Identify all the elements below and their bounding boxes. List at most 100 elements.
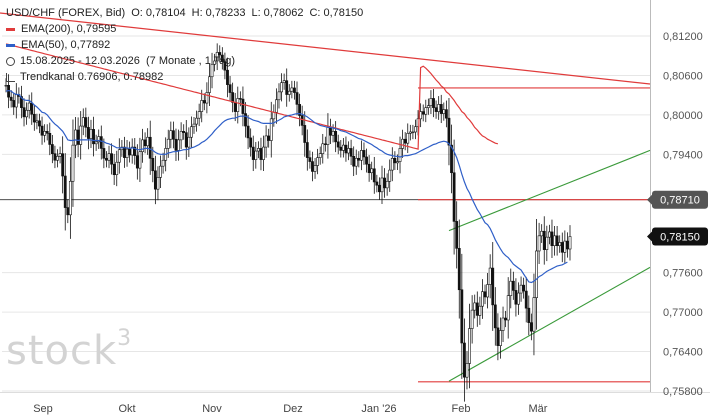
- candle-body-9: [27, 102, 31, 111]
- candle-body-202: [524, 290, 528, 309]
- candle-body-86: [226, 69, 229, 85]
- candle-body-24: [66, 207, 70, 216]
- candle-body-162: [421, 111, 425, 115]
- candle-body-75: [197, 111, 201, 119]
- candle-body-170: [442, 109, 446, 114]
- candle-body-164: [426, 105, 430, 108]
- trend-channel-upper: [448, 149, 651, 232]
- candle-body-8: [25, 109, 29, 118]
- candle-body-54: [143, 139, 147, 147]
- candle-body-31: [84, 117, 88, 128]
- candle-body-114: [298, 104, 301, 116]
- candle-body-55: [146, 136, 150, 147]
- candle-body-193: [501, 317, 505, 331]
- candle-body-137: [357, 157, 361, 161]
- candle-body-101: [264, 135, 268, 148]
- candle-body-194: [504, 317, 508, 321]
- ema50-swatch: [6, 43, 15, 47]
- candle-body-180: [468, 328, 471, 364]
- candle-body-0: [4, 85, 8, 87]
- candle-body-110: [287, 90, 291, 95]
- x-tick-label-3: Dez: [283, 403, 303, 415]
- candle-body-67: [177, 139, 180, 151]
- candle-body-94: [246, 125, 250, 139]
- candle-body-120: [313, 165, 317, 172]
- candle-body-214: [555, 235, 559, 247]
- candle-body-212: [550, 231, 554, 247]
- candle-body-63: [166, 138, 170, 149]
- candle-body-33: [89, 129, 93, 139]
- candle-body-80: [210, 63, 214, 78]
- candle-body-91: [238, 98, 242, 100]
- candle-body-14: [40, 125, 44, 136]
- candle-body-199: [517, 292, 520, 305]
- price-tag-bg-0: [652, 190, 708, 209]
- candle-body-79: [208, 76, 211, 93]
- candle-body-104: [272, 111, 276, 120]
- candle-body-60: [159, 165, 162, 178]
- candle-body-168: [437, 104, 441, 112]
- candle-body-61: [161, 159, 165, 167]
- candle-body-90: [236, 98, 240, 112]
- candle-body-106: [277, 91, 281, 101]
- date-range-text: 15.08.2025 - 12.03.2026: [20, 55, 140, 67]
- candle-body-122: [318, 153, 322, 158]
- trend-channel-icon: [6, 72, 15, 82]
- candle-body-161: [419, 111, 423, 120]
- candle-body-173: [450, 144, 453, 174]
- ohlc-close: C: 0,78150: [309, 7, 364, 19]
- candle-body-85: [223, 61, 227, 71]
- candle-body-52: [138, 151, 142, 169]
- candle-body-165: [429, 98, 433, 106]
- legend-date-range[interactable]: 15.08.2025 - 12.03.2026 (7 Monate , 1 Ta…: [6, 53, 363, 69]
- candle-body-92: [241, 98, 245, 114]
- candle-body-66: [174, 138, 178, 151]
- candle-body-107: [280, 82, 283, 93]
- candle-body-132: [344, 144, 348, 154]
- y-tick-label-5: 0,77000: [663, 307, 703, 319]
- legend-trend-channel[interactable]: Trendkanal 0.76906, 0.78982: [6, 69, 363, 85]
- ema200-separator: ,: [70, 23, 77, 35]
- candle-body-157: [408, 131, 412, 134]
- candle-body-145: [378, 184, 381, 193]
- candle-body-45: [120, 146, 124, 151]
- candle-body-49: [130, 146, 134, 156]
- candle-body-146: [380, 177, 384, 193]
- candle-body-138: [359, 150, 363, 161]
- candle-body-38: [102, 148, 106, 159]
- candle-body-209: [542, 230, 546, 250]
- candle-body-195: [506, 295, 510, 321]
- legend-ema50[interactable]: EMA(50), 0,77892: [6, 37, 363, 53]
- legend-ema200[interactable]: EMA(200), 0,79595: [6, 21, 363, 37]
- candle-body-13: [38, 120, 41, 127]
- candle-body-59: [156, 177, 160, 190]
- candle-body-149: [388, 169, 392, 182]
- candle-body-37: [99, 136, 103, 149]
- resistance-trendline: [0, 12, 651, 85]
- candle-body-50: [133, 146, 137, 156]
- candle-body-53: [141, 139, 144, 153]
- candle-body-48: [128, 148, 132, 156]
- candle-body-181: [470, 309, 474, 329]
- candle-body-100: [262, 146, 265, 160]
- candle-body-206: [535, 250, 538, 298]
- candle-body-178: [463, 342, 466, 378]
- candle-body-203: [527, 307, 531, 323]
- ema200-swatch: [6, 27, 15, 31]
- x-tick-label-4: Jan '26: [361, 403, 396, 415]
- candle-body-140: [365, 156, 368, 165]
- candle-body-169: [439, 104, 443, 114]
- candle-body-11: [32, 113, 36, 123]
- candle-body-46: [123, 146, 126, 158]
- candle-body-56: [148, 136, 152, 159]
- candle-body-98: [256, 148, 260, 152]
- candle-body-2: [9, 96, 13, 101]
- candle-body-81: [213, 60, 217, 65]
- candle-body-188: [488, 267, 492, 285]
- candle-body-29: [79, 125, 83, 145]
- candle-body-115: [300, 115, 304, 126]
- candle-body-185: [481, 291, 484, 307]
- candle-body-171: [444, 109, 448, 119]
- candle-body-190: [493, 304, 497, 329]
- candle-body-208: [540, 230, 544, 237]
